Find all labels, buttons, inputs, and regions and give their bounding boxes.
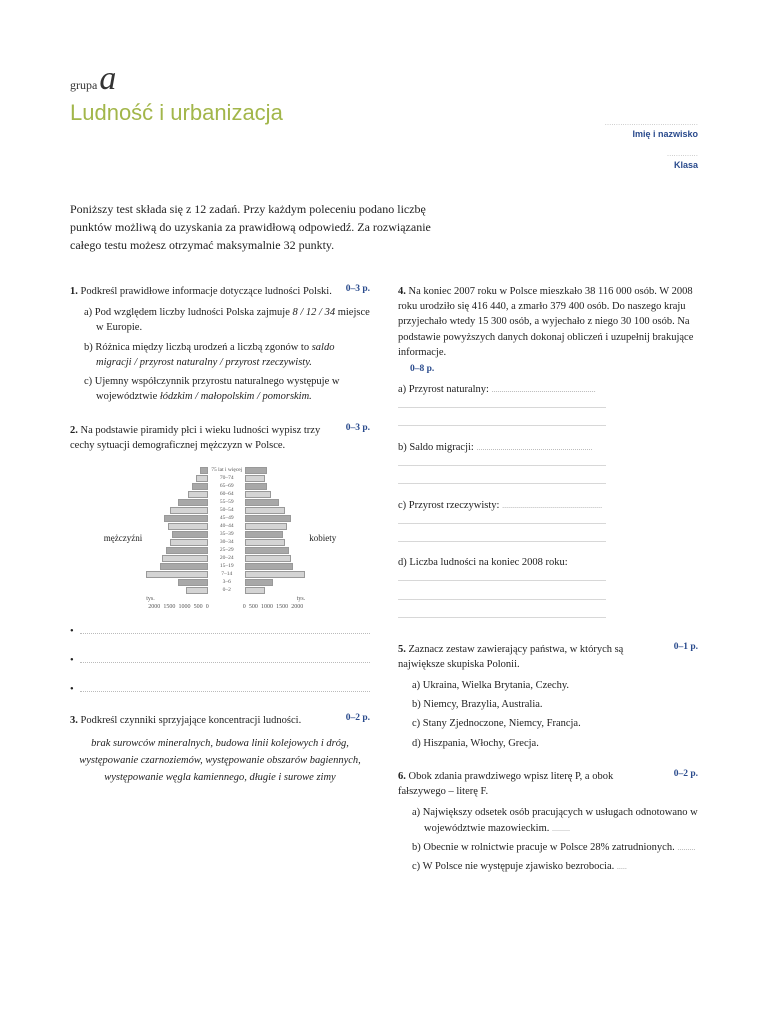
answer-line[interactable]: ........................................… — [398, 572, 698, 586]
task-5-options: a) Ukraina, Wielka Brytania, Czechy. b) … — [412, 678, 698, 751]
task-3-body: brak surowców mineralnych, budowa linii … — [70, 736, 370, 786]
task-6-options: a) Największy odsetek osób pracujących w… — [412, 805, 698, 874]
task-5-b: b) Niemcy, Brazylia, Australia. — [412, 697, 698, 712]
task-6-c: c) W Polsce nie występuje zjawisko bezro… — [412, 859, 698, 874]
answer-line[interactable]: ........................................… — [398, 475, 698, 489]
group-label: grupa — [70, 78, 97, 93]
task-2: 2. Na podstawie piramidy płci i wieku lu… — [70, 423, 370, 695]
task-1-points: 0–3 p. — [346, 284, 370, 294]
pyramid-bars-female — [245, 467, 305, 595]
task-2-text: 2. Na podstawie piramidy płci i wieku lu… — [70, 423, 334, 453]
task-3-text: 3. Podkreśl czynniki sprzyjające koncent… — [70, 713, 334, 728]
task-4-d: d) Liczba ludności na koniec 2008 roku: … — [398, 557, 698, 623]
task-6-b: b) Obecnie w rolnictwie pracuje w Polsce… — [412, 840, 698, 855]
task-4-points: 0–8 p. — [410, 364, 698, 374]
answer-line[interactable] — [80, 684, 370, 692]
axis-right: 0500100015002000 — [241, 604, 306, 610]
task-3: 3. Podkreśl czynniki sprzyjające koncent… — [70, 713, 370, 787]
task-1: 1. Podkreśl prawidłowe informacje dotycz… — [70, 284, 370, 405]
task-2-answer-lines: • • • — [70, 626, 370, 695]
two-columns: 1. Podkreśl prawidłowe informacje dotycz… — [70, 284, 698, 892]
task-1-options: a) Pod względem liczby ludności Polska z… — [84, 305, 370, 404]
task-5-a: a) Ukraina, Wielka Brytania, Czechy. — [412, 678, 698, 693]
task-6-a: a) Największy odsetek osób pracujących w… — [412, 805, 698, 835]
pyramid-left-label: mężczyźni — [104, 533, 142, 543]
answer-line[interactable]: ........................................… — [398, 609, 698, 623]
task-5-points: 0–1 p. — [674, 642, 698, 652]
task-3-points: 0–2 p. — [346, 713, 370, 723]
answer-line[interactable] — [80, 655, 370, 663]
task-2-points: 0–3 p. — [346, 423, 370, 433]
answer-line[interactable]: ........................................… — [398, 533, 698, 547]
task-6: 6. Obok zdania prawdziwego wpisz literę … — [398, 769, 698, 874]
group-header: grupa a — [70, 60, 698, 98]
intro-text: Poniższy test składa się z 12 zadań. Prz… — [70, 200, 450, 254]
task-5-d: d) Hiszpania, Włochy, Grecja. — [412, 736, 698, 751]
task-4-a: a) Przyrost naturalny: .................… — [398, 384, 698, 432]
pyramid-right-label: kobiety — [309, 533, 336, 543]
worksheet-page: grupa a Ludność i urbanizacja ..........… — [0, 0, 768, 1024]
answer-line[interactable]: ........................................… — [398, 417, 698, 431]
task-1-c: c) Ujemny współczynnik przyrostu natural… — [84, 374, 370, 404]
task-1-a: a) Pod względem liczby ludności Polska z… — [84, 305, 370, 335]
answer-line[interactable]: ........................................… — [398, 515, 698, 529]
task-5-text: 5. Zaznacz zestaw zawierający państwa, w… — [398, 642, 662, 672]
pyramid-age-labels: 75 lat i więcej70–7465–6960–6455–5950–54… — [208, 468, 245, 594]
task-4-c: c) Przyrost rzeczywisty: ...............… — [398, 500, 698, 548]
answer-line[interactable]: ........................................… — [398, 457, 698, 471]
name-label: Imię i nazwisko — [70, 129, 698, 139]
task-6-points: 0–2 p. — [674, 769, 698, 779]
answer-line[interactable] — [80, 626, 370, 634]
task-5-c: c) Stany Zjednoczone, Niemcy, Francja. — [412, 716, 698, 731]
task-4-b: b) Saldo migracji: .....................… — [398, 442, 698, 490]
task-5: 5. Zaznacz zestaw zawierający państwa, w… — [398, 642, 698, 751]
group-letter: a — [99, 60, 116, 98]
class-dotline: .............. — [70, 149, 698, 158]
task-4-text: 4. Na koniec 2007 roku w Polsce mieszkał… — [398, 284, 698, 360]
task-1-b: b) Różnica między liczbą urodzeń a liczb… — [84, 340, 370, 370]
task-1-text: 1. Podkreśl prawidłowe informacje dotycz… — [70, 284, 334, 299]
left-column: 1. Podkreśl prawidłowe informacje dotycz… — [70, 284, 370, 892]
task-4: 4. Na koniec 2007 roku w Polsce mieszkał… — [398, 284, 698, 624]
class-label: Klasa — [70, 160, 698, 170]
answer-line[interactable]: ........................................… — [398, 591, 698, 605]
answer-line[interactable]: ........................................… — [398, 399, 698, 413]
axis-left: 2000150010005000 — [146, 604, 211, 610]
right-column: 4. Na koniec 2007 roku w Polsce mieszkał… — [398, 284, 698, 892]
pyramid-bars-male — [146, 467, 208, 595]
task-6-text: 6. Obok zdania prawdziwego wpisz literę … — [398, 769, 662, 799]
population-pyramid: mężczyźni 75 lat i więcej70–7465–6960–64… — [70, 467, 370, 610]
